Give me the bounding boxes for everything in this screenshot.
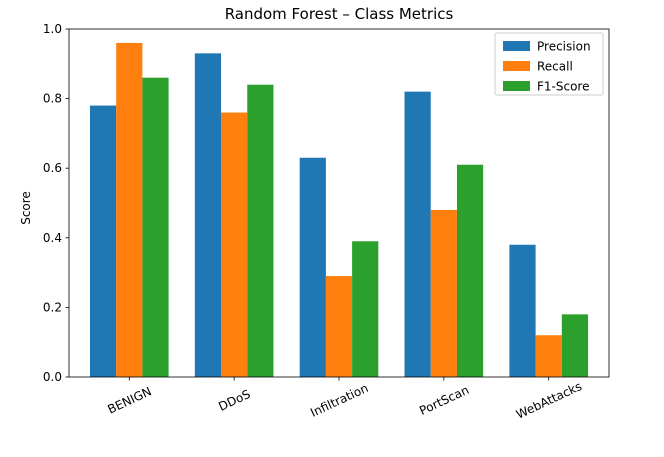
chart-title: Random Forest – Class Metrics (225, 5, 454, 23)
y-tick-label: 1.0 (43, 22, 62, 36)
y-tick-label: 0.6 (43, 161, 62, 175)
x-tick-label-benign: BENIGN (106, 384, 154, 416)
x-tick-label-ddos: DDoS (216, 387, 252, 414)
legend-label-f1-score: F1-Score (537, 80, 589, 94)
legend-label-precision: Precision (537, 40, 591, 54)
y-tick-label: 0.8 (43, 92, 62, 106)
x-tick-label-portscan: PortScan (417, 383, 471, 418)
bar-recall-webattacks (535, 335, 562, 377)
bar-f1-score-infiltration (352, 241, 379, 377)
legend: Precision Recall F1-Score (494, 32, 604, 96)
bars-group (89, 42, 589, 378)
bar-f1-score-portscan (456, 164, 484, 377)
legend-swatch-f1-score (503, 81, 530, 91)
legend-swatch-recall (503, 61, 530, 71)
bar-recall-ddos (221, 112, 248, 378)
bar-recall-benign (116, 42, 143, 378)
bar-f1-score-webattacks (561, 314, 589, 377)
y-axis-label: Score (19, 191, 33, 225)
y-tick-label: 0.0 (43, 370, 62, 384)
bar-precision-benign (89, 105, 117, 377)
legend-swatch-precision (503, 41, 530, 51)
bar-recall-infiltration (325, 276, 353, 377)
y-tick-label: 0.4 (43, 231, 62, 245)
bar-recall-portscan (430, 209, 457, 377)
x-tick-label-webattacks: WebAttacks (514, 379, 584, 422)
bar-f1-score-ddos (247, 84, 274, 378)
bar-precision-ddos (194, 53, 222, 378)
legend-label-recall: Recall (537, 60, 573, 74)
bar-precision-portscan (404, 91, 431, 377)
x-tick-label-infiltration: Infiltration (308, 381, 370, 420)
bar-precision-webattacks (509, 244, 536, 377)
bar-f1-score-benign (142, 77, 169, 377)
y-tick-label: 0.2 (43, 300, 62, 314)
bar-precision-infiltration (299, 157, 326, 377)
